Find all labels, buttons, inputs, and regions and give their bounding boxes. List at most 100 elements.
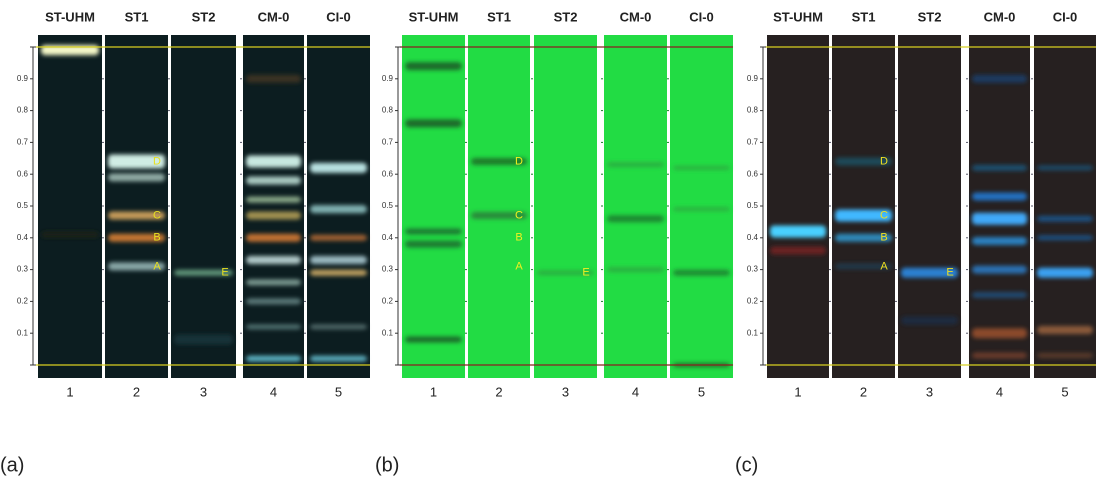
band — [673, 166, 730, 170]
lane-name: CM-0 — [620, 9, 652, 24]
band — [246, 324, 301, 329]
scale-label: 0.1 — [17, 328, 29, 337]
band — [310, 356, 367, 362]
lane-number: 1 — [66, 384, 73, 399]
lane-number: 2 — [860, 384, 867, 399]
band — [972, 328, 1027, 338]
lane-number: 2 — [495, 384, 502, 399]
band — [1037, 235, 1093, 240]
lane-name: ST1 — [852, 9, 876, 24]
band — [405, 228, 462, 234]
band — [310, 205, 367, 213]
lane-number: 4 — [632, 384, 639, 399]
band-marker: A — [515, 260, 523, 272]
band — [1037, 165, 1093, 170]
band-marker: A — [153, 260, 161, 272]
band — [1037, 216, 1093, 222]
scale-label: 0.1 — [382, 328, 394, 337]
band-marker: C — [515, 209, 523, 221]
band-marker: A — [880, 260, 888, 272]
scale-label: 0.4 — [382, 233, 394, 242]
scale-label: 0.8 — [747, 106, 759, 115]
lane-number: 1 — [794, 384, 801, 399]
band — [246, 177, 301, 185]
band — [246, 356, 301, 362]
band — [770, 225, 826, 237]
scale-label: 0.4 — [17, 233, 29, 242]
plate-lane — [670, 35, 733, 378]
band — [310, 324, 367, 329]
panel-label: (a) — [0, 454, 24, 476]
plate-lane — [604, 35, 667, 378]
band — [607, 267, 664, 272]
plate-lane — [898, 35, 961, 378]
lane-name: ST2 — [192, 9, 216, 24]
lane-number: 4 — [996, 384, 1003, 399]
band — [972, 237, 1027, 245]
scale-label: 0.6 — [382, 169, 394, 178]
lane-name: ST-UHM — [45, 9, 95, 24]
band-marker: D — [880, 155, 888, 167]
lane-number: 5 — [698, 384, 705, 399]
plate-lane — [468, 35, 530, 378]
band — [405, 119, 462, 127]
scale-label: 0.2 — [382, 297, 394, 306]
band — [1037, 326, 1093, 334]
lane-name: CM-0 — [258, 9, 290, 24]
lane-number: 2 — [133, 384, 140, 399]
scale-label: 0.7 — [747, 138, 759, 147]
band — [246, 256, 301, 264]
plate-lane — [832, 35, 895, 378]
lane-number: 5 — [335, 384, 342, 399]
plate-lane — [171, 35, 236, 378]
band — [972, 165, 1027, 171]
band — [1037, 268, 1093, 278]
scale-label: 0.5 — [17, 201, 29, 210]
lane-name: ST-UHM — [409, 9, 459, 24]
lane-name: ST1 — [125, 9, 149, 24]
band — [310, 163, 367, 173]
band-marker: E — [582, 267, 589, 279]
band — [607, 162, 664, 167]
lane-name: ST2 — [918, 9, 942, 24]
scale-label: 0.9 — [382, 74, 394, 83]
band — [1037, 353, 1093, 358]
lane-number: 5 — [1061, 384, 1068, 399]
band — [246, 298, 301, 304]
band — [246, 234, 301, 242]
band-marker: C — [153, 209, 161, 221]
lane-number: 4 — [270, 384, 277, 399]
band — [310, 270, 367, 276]
scale-label: 0.5 — [382, 201, 394, 210]
panel-label: (c) — [735, 454, 758, 476]
band-marker: B — [153, 232, 160, 244]
lane-name: CI-0 — [1053, 9, 1078, 24]
scale-label: 0.3 — [382, 265, 394, 274]
band — [972, 292, 1027, 298]
lane-name: ST1 — [487, 9, 511, 24]
scale-label: 0.7 — [17, 138, 29, 147]
scale-label: 0.6 — [17, 169, 29, 178]
scale-label: 0.8 — [17, 106, 29, 115]
plate-lane — [767, 35, 829, 378]
lane-name: CM-0 — [984, 9, 1016, 24]
band-marker: D — [515, 155, 523, 167]
scale-label: 0.2 — [747, 297, 759, 306]
plate-lane — [969, 35, 1030, 378]
band — [901, 316, 958, 324]
band-marker: D — [153, 155, 161, 167]
band — [246, 197, 301, 203]
plate-lane — [38, 35, 102, 378]
lane-name: CI-0 — [326, 9, 351, 24]
lane-number: 3 — [200, 384, 207, 399]
scale-label: 0.3 — [17, 265, 29, 274]
band — [405, 337, 462, 343]
band — [972, 266, 1027, 274]
lane-number: 3 — [926, 384, 933, 399]
band — [972, 75, 1027, 83]
plate-lane — [105, 35, 168, 378]
scale-label: 0.8 — [382, 106, 394, 115]
band — [310, 256, 367, 264]
lane-name: ST-UHM — [773, 9, 823, 24]
panel-label: (b) — [375, 454, 399, 476]
